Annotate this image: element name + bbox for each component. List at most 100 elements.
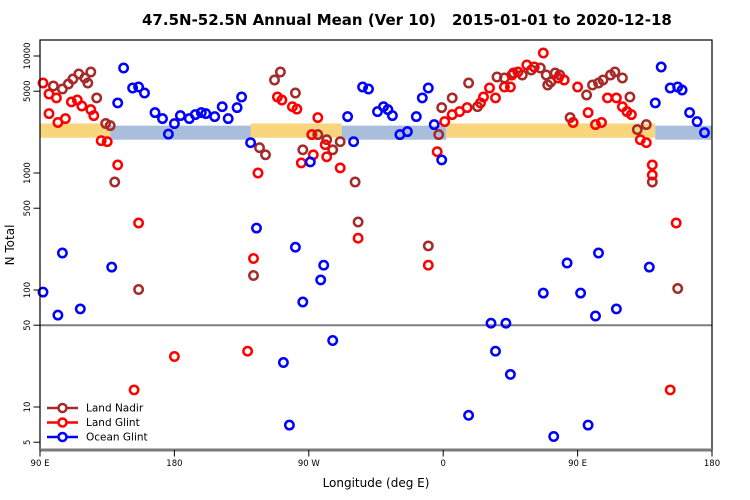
y-tick-label: 100 [23, 282, 33, 298]
data-point [567, 117, 579, 128]
data-point [504, 368, 516, 380]
data-point [276, 94, 288, 106]
data-point [319, 139, 331, 151]
chart-title-region: 47.5N-52.5N Annual Mean (Ver 10) [142, 11, 436, 29]
data-point [297, 144, 309, 156]
data-point [478, 91, 489, 103]
data-point [484, 82, 495, 94]
data-point [596, 117, 607, 128]
data-point [348, 136, 360, 148]
data-point [251, 222, 262, 234]
y-tick-label: 50 [23, 320, 33, 331]
y-tick-label: 1000 [23, 162, 33, 184]
data-point [334, 162, 346, 174]
data-point [162, 128, 174, 140]
data-point [231, 102, 243, 114]
data-point [609, 66, 621, 78]
data-point [65, 96, 77, 108]
series-ocean-glint [37, 61, 710, 442]
data-point [349, 176, 361, 188]
data-point [643, 261, 655, 273]
data-point [436, 102, 448, 114]
x-axis-label: Longitude (deg E) [323, 476, 430, 490]
data-point [625, 109, 637, 121]
data-point [342, 111, 354, 123]
data-point [283, 419, 295, 431]
legend-marker-point [57, 431, 68, 443]
data-point [149, 107, 161, 119]
data-point [312, 112, 324, 124]
data-point [236, 91, 248, 103]
x-tick-label: 0 [440, 459, 445, 469]
data-point [352, 216, 364, 228]
data-point [274, 66, 286, 78]
data-point [260, 149, 271, 161]
data-point [646, 169, 658, 181]
data-point [189, 109, 201, 121]
data-point [676, 84, 688, 96]
data-point [537, 287, 549, 299]
data-point [410, 111, 422, 123]
data-point [91, 92, 103, 104]
data-point [504, 81, 516, 93]
data-point [691, 116, 703, 128]
data-point [295, 157, 307, 169]
data-point [321, 134, 333, 146]
data-point [684, 107, 696, 119]
series-land-glint [37, 47, 682, 396]
data-point [168, 118, 180, 130]
data-point [655, 61, 667, 73]
data-point [640, 119, 652, 131]
data-point [357, 81, 369, 93]
x-tick-label: 90 E [31, 459, 50, 469]
data-point [88, 110, 100, 122]
x-tick-label: 90 E [568, 459, 587, 469]
data-point [500, 317, 512, 329]
data-point [334, 136, 346, 148]
y-axis-ticks: 10000 5000 1000 500 100 50 10 5 [23, 42, 40, 445]
data-point [463, 409, 475, 421]
data-point [572, 81, 584, 93]
data-point [74, 303, 86, 315]
data-point [446, 92, 458, 104]
data-point [306, 129, 318, 141]
land-mean-band [250, 123, 342, 138]
data-point [277, 357, 289, 368]
legend-label: Land Nadir [86, 403, 144, 415]
data-point [537, 47, 549, 59]
data-point [490, 92, 501, 104]
data-point [112, 159, 124, 171]
legend: Land Nadir Land Glint Ocean Glint [47, 403, 148, 444]
data-point [118, 62, 130, 74]
chart-title-dates: 2015-01-01 to 2020-12-18 [452, 11, 672, 29]
data-point [327, 335, 339, 346]
data-point [254, 142, 265, 154]
ocean-mean-band [110, 125, 251, 140]
data-point [439, 116, 451, 128]
series-land-nadir [47, 62, 684, 295]
data-point [610, 303, 622, 315]
legend-marker-point [57, 417, 68, 428]
data-point [133, 284, 145, 295]
data-point [106, 261, 118, 273]
y-tick-label: 5 [23, 440, 33, 445]
data-point [95, 135, 107, 147]
data-point [631, 124, 643, 136]
data-point [593, 247, 604, 259]
data-point [672, 283, 684, 294]
data-point [699, 127, 710, 139]
y-tick-label: 10000 [23, 42, 33, 69]
data-point [209, 111, 221, 123]
data-point [590, 119, 601, 131]
data-point [431, 146, 443, 158]
data-point [602, 92, 613, 104]
data-point [289, 87, 301, 99]
data-point [433, 129, 445, 141]
data-point [321, 151, 333, 163]
ocean-mean-band [341, 125, 447, 140]
data-point [56, 247, 68, 259]
reference-bands [40, 123, 712, 140]
data-point [297, 296, 309, 308]
data-point [552, 72, 564, 84]
